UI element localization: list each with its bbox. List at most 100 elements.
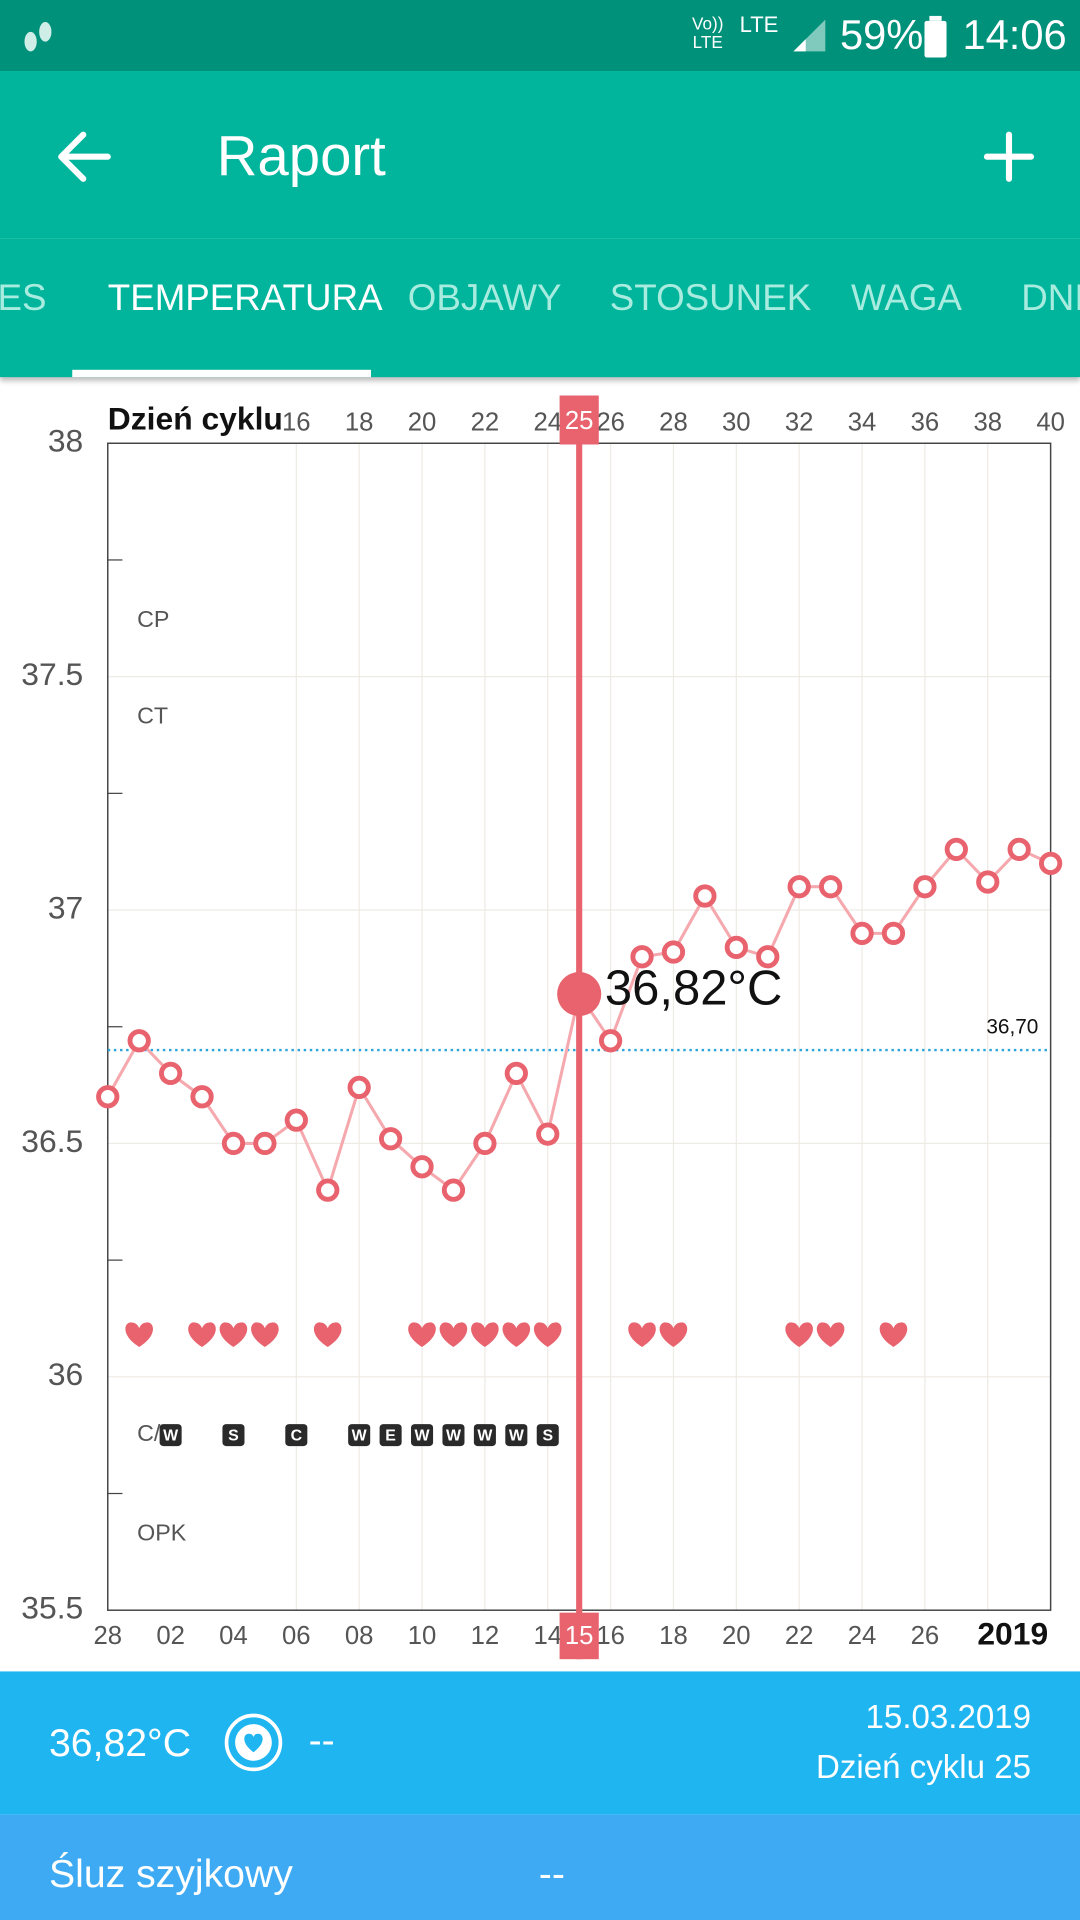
mucus-row[interactable]: Śluz szyjkowy -- xyxy=(0,1814,1080,1920)
test-label: E xyxy=(385,1428,396,1445)
temperature-point xyxy=(850,921,874,946)
temperature-point xyxy=(1007,837,1031,861)
selected-value-label: 36,82°C xyxy=(605,962,782,1016)
mucus-value: -- xyxy=(538,1851,565,1896)
network-indicator: Vo)) LTE xyxy=(692,13,724,52)
x2-tick-label: 16 xyxy=(596,1622,625,1650)
intercourse-icon xyxy=(224,1713,283,1772)
temperature-point xyxy=(536,1122,560,1146)
temperature-point xyxy=(724,935,748,960)
test-marker xyxy=(473,1424,496,1447)
intercourse-marker xyxy=(313,1322,342,1347)
x-tick-label: 32 xyxy=(785,408,814,436)
clock: 14:06 xyxy=(962,12,1067,59)
tab[interactable]: STOSUNEK xyxy=(609,277,812,319)
y-tick-label: 37.5 xyxy=(21,656,83,692)
intercourse-marker xyxy=(408,1322,436,1347)
temperature-point xyxy=(976,870,1000,894)
temperature-point xyxy=(756,945,780,969)
x-tick-label: 18 xyxy=(345,408,374,436)
y-tick-label: 35.5 xyxy=(21,1590,83,1626)
temperature-point xyxy=(818,875,843,899)
x-axis-title: Dzień cyklu xyxy=(108,401,283,437)
temperature-point xyxy=(473,1131,497,1156)
tab[interactable]: ES xyxy=(0,277,47,319)
test-marker xyxy=(442,1424,465,1447)
intercourse-marker xyxy=(471,1322,499,1347)
y-tick-label: 36.5 xyxy=(21,1123,83,1159)
tab[interactable]: WAGA xyxy=(851,277,962,319)
x-tick-label: 28 xyxy=(659,408,688,436)
test-label: W xyxy=(163,1428,178,1445)
test-marker xyxy=(411,1424,434,1447)
row-label: C/ xyxy=(137,1420,161,1446)
intercourse-marker xyxy=(785,1322,813,1347)
row-label: CP xyxy=(137,606,169,632)
selected-day-label: 25 xyxy=(565,407,594,435)
x-tick-label: 20 xyxy=(408,408,437,436)
x2-tick-label: 28 xyxy=(93,1622,122,1650)
year-label: 2019 xyxy=(977,1615,1048,1651)
x2-tick-label: 04 xyxy=(219,1622,248,1650)
intercourse-marker xyxy=(533,1322,562,1347)
x2-tick-label: 08 xyxy=(345,1622,374,1650)
x-tick-label: 26 xyxy=(596,408,625,436)
x-tick-label: 36 xyxy=(911,408,940,436)
intercourse-marker xyxy=(219,1322,248,1347)
selected-date-label: 15 xyxy=(565,1622,594,1650)
intercourse-marker xyxy=(125,1322,153,1347)
y-tick-label: 37 xyxy=(48,889,83,925)
status-bar: Vo)) LTE LTE 59% 14:06 xyxy=(0,0,1080,72)
selected-day-bar xyxy=(576,395,583,1660)
intercourse-value: -- xyxy=(308,1717,335,1763)
tab[interactable]: TEMPERATURA xyxy=(107,277,383,319)
tab[interactable]: DNI xyxy=(1021,277,1080,319)
screen-title: Raport xyxy=(216,123,386,188)
x-tick-label: 34 xyxy=(848,408,877,436)
temperature-point xyxy=(913,875,937,899)
temperature-point xyxy=(630,945,654,969)
temperature-point xyxy=(441,1178,466,1202)
test-label: W xyxy=(477,1428,492,1445)
temperature-point xyxy=(598,1029,623,1053)
test-label: W xyxy=(446,1428,461,1445)
app-bar: Raport xyxy=(0,71,1080,239)
intercourse-marker xyxy=(816,1322,845,1347)
x2-tick-label: 06 xyxy=(282,1622,311,1650)
mucus-label: Śluz szyjkowy xyxy=(48,1851,293,1896)
battery-level: 59% xyxy=(840,12,924,59)
temperature-point xyxy=(316,1178,340,1202)
test-marker xyxy=(536,1424,559,1447)
tab-bar: ES TEMPERATURA OBJAWY STOSUNEK WAGA DNI xyxy=(0,238,1080,378)
data-indicator: LTE xyxy=(739,12,779,37)
temperature-point xyxy=(158,1061,183,1086)
y-tick-label: 38 xyxy=(48,423,83,459)
temperature-point xyxy=(127,1029,151,1053)
selected-date-badge xyxy=(559,1612,599,1660)
x-tick-label: 40 xyxy=(1036,408,1065,436)
x-tick-label: 30 xyxy=(722,408,751,436)
intercourse-marker xyxy=(628,1322,656,1347)
selected-point xyxy=(557,972,602,1017)
temperature-point xyxy=(221,1131,246,1156)
temperature-value: 36,82°C xyxy=(48,1720,192,1765)
x2-tick-label: 12 xyxy=(471,1622,500,1650)
signal-icon xyxy=(793,19,826,52)
back-button[interactable] xyxy=(54,130,113,184)
temperature-point xyxy=(787,875,811,899)
cycle-day: Dzień cyklu 25 xyxy=(816,1748,1032,1786)
temperature-point xyxy=(347,1075,371,1100)
x2-tick-label: 02 xyxy=(156,1622,185,1650)
tab[interactable]: OBJAWY xyxy=(407,277,562,319)
x2-tick-label: 22 xyxy=(785,1622,814,1650)
temperature-point xyxy=(661,940,686,964)
test-label: S xyxy=(542,1428,553,1445)
add-button[interactable] xyxy=(982,130,1036,184)
temperature-point xyxy=(944,837,968,861)
app-icon xyxy=(24,22,52,52)
intercourse-marker xyxy=(879,1322,908,1347)
date: 15.03.2019 xyxy=(865,1698,1032,1736)
intercourse-marker xyxy=(659,1322,688,1347)
x2-tick-label: 20 xyxy=(722,1622,751,1650)
x2-tick-label: 26 xyxy=(911,1622,940,1650)
